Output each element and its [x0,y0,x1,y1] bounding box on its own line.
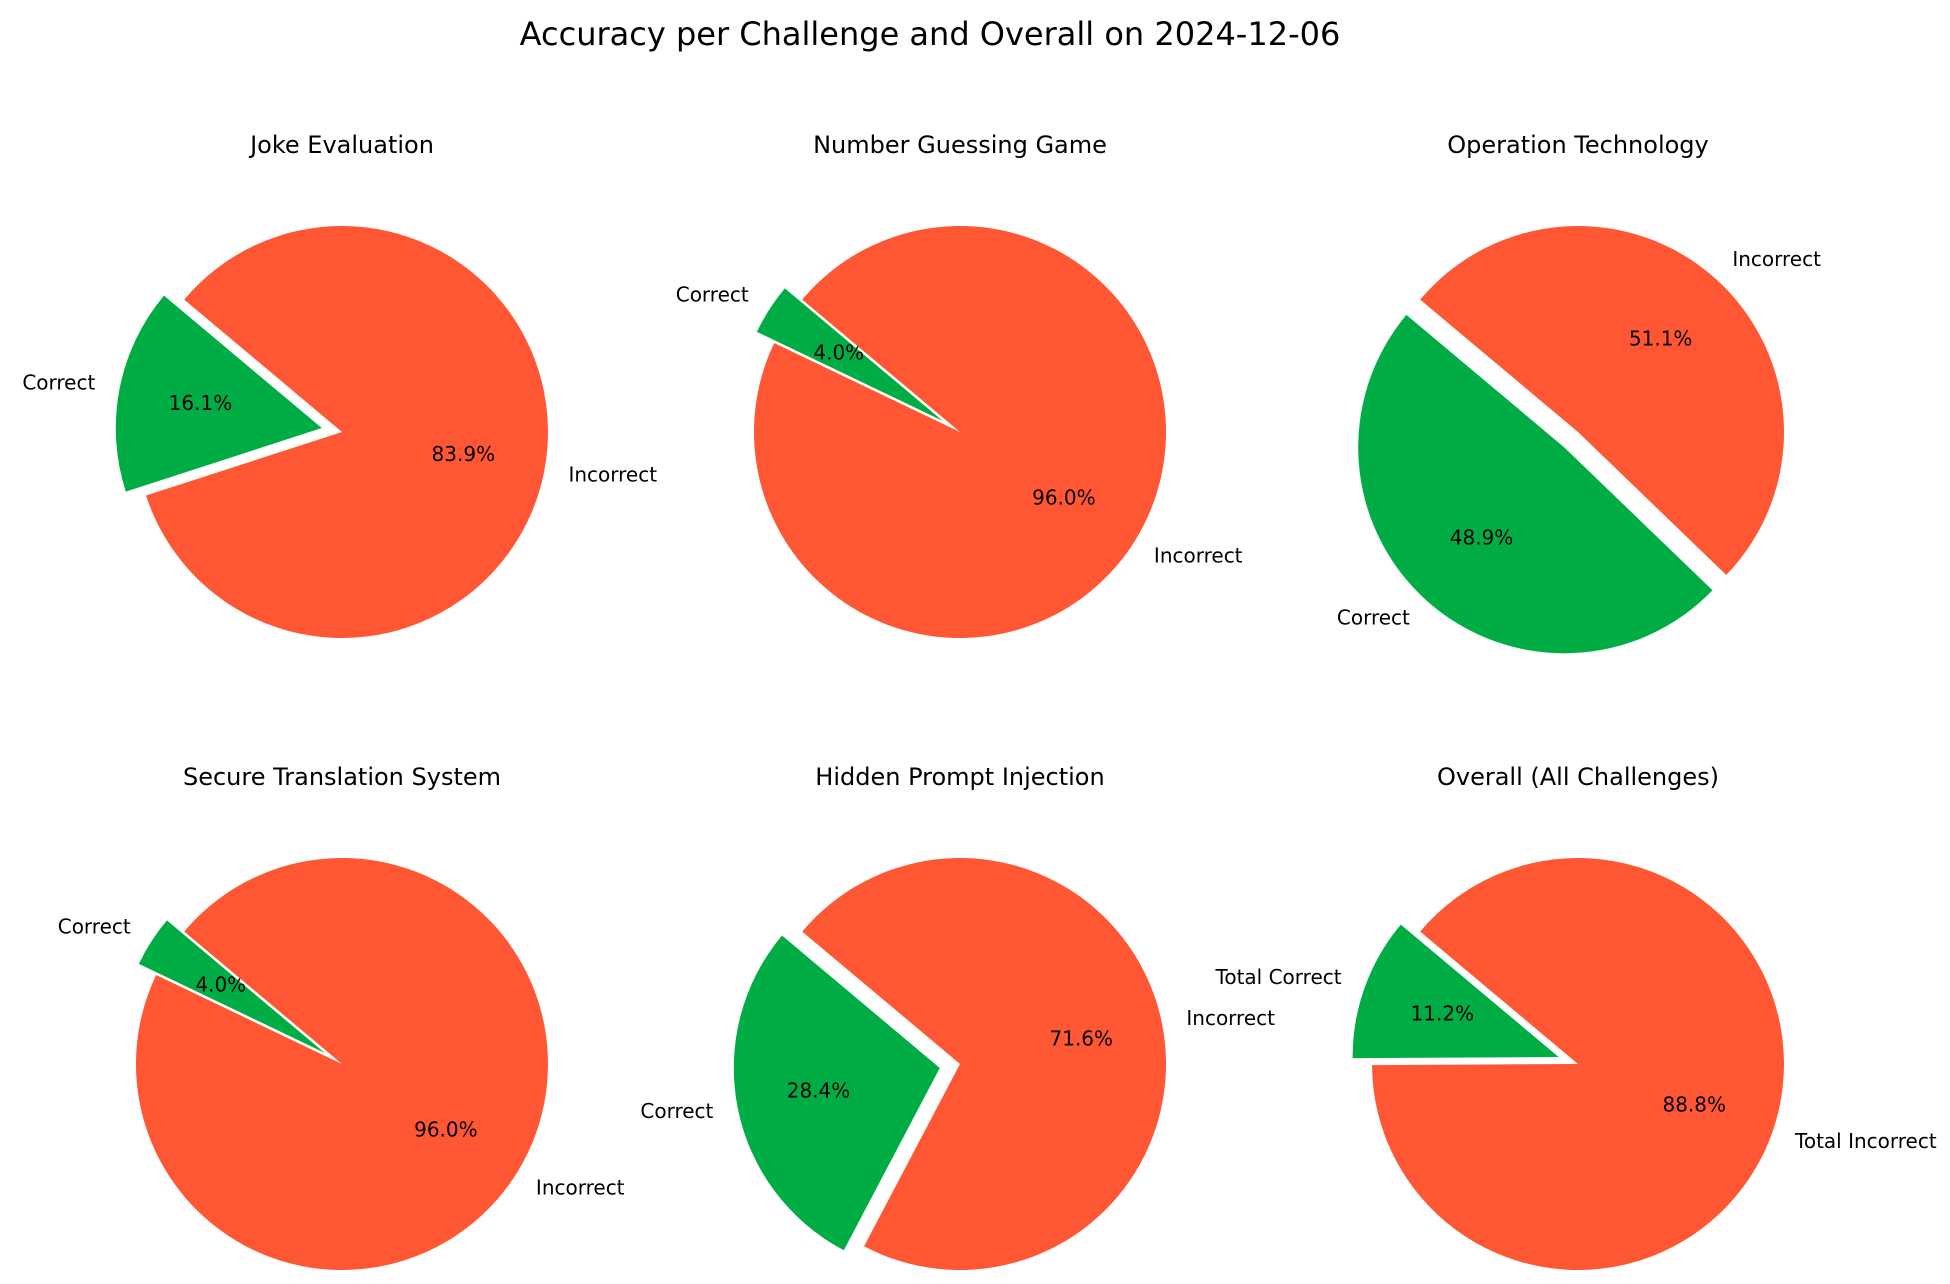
pie-slice-incorrect [1420,225,1785,575]
slice-percent: 71.6% [1050,1027,1114,1051]
pie-hidden-prompt-injection: Hidden Prompt Injection Correct 28.4% Incor… [640,763,1275,1270]
slice-percent: 28.4% [787,1078,851,1102]
pie-slice-correct [1358,314,1713,654]
slice-percent: 16.1% [169,391,233,415]
slice-label: Correct [1337,605,1410,629]
slice-label: Incorrect [1154,543,1243,567]
slice-percent: 96.0% [1032,485,1096,509]
subplot-title: Overall (All Challenges) [1437,763,1719,791]
slice-percent: 88.8% [1662,1092,1726,1116]
pie-slice-incorrect [753,226,1166,639]
pie-slice-correct [733,935,940,1251]
subplot-title: Operation Technology [1447,131,1709,159]
slice-percent: 48.9% [1450,526,1514,550]
slice-label: Correct [22,370,95,394]
pie-overall-all-challenges: Overall (All Challenges) Total Correct 11.… [1215,763,1937,1271]
slice-percent: 11.2% [1411,1002,1475,1026]
pie-slice-total-correct [1352,924,1559,1059]
subplot-title: Secure Translation System [183,763,501,791]
slice-label: Correct [58,914,131,938]
subplot-title: Hidden Prompt Injection [815,763,1104,791]
pie-slice-correct [115,295,322,492]
slice-percent: 83.9% [432,442,496,466]
subplot-title: Number Guessing Game [813,131,1107,159]
slice-label: Incorrect [536,1175,625,1199]
pie-slice-incorrect [802,858,1166,1270]
pie-slice-correct [138,920,325,1053]
slice-label: Incorrect [568,463,657,487]
pie-slice-incorrect [136,858,549,1270]
slice-label: Incorrect [1732,247,1821,271]
slice-label: Total Incorrect [1794,1129,1937,1153]
slice-label: Correct [640,1099,713,1123]
pie-slice-incorrect [146,226,548,638]
pie-grid: Joke Evaluation Correct 16.1% Incorrect 83.9… [22,131,1937,1271]
pie-slice-total-incorrect [1372,858,1784,1271]
slice-percent: 51.1% [1629,327,1693,351]
pie-joke-evaluation: Joke Evaluation Correct 16.1% Incorrect 83.9… [22,131,657,638]
slice-label: Total Correct [1215,965,1342,989]
pie-slice-correct [756,288,943,421]
pie-number-guessing-game: Number Guessing GameCorrect4.0%Incorrect… [676,131,1243,639]
figure-title: Accuracy per Challenge and Overall on 20… [520,15,1341,53]
slice-percent: 96.0% [414,1117,478,1141]
slice-label: Correct [676,282,749,306]
pie-secure-translation-system: Secure Translation SystemCorrect4.0%Inco… [58,763,625,1270]
subplot-title: Joke Evaluation [248,131,434,159]
slice-label: Incorrect [1186,1006,1275,1030]
pie-operation-technology: Operation Technology Correct 48.9% Incorrec… [1337,131,1821,654]
